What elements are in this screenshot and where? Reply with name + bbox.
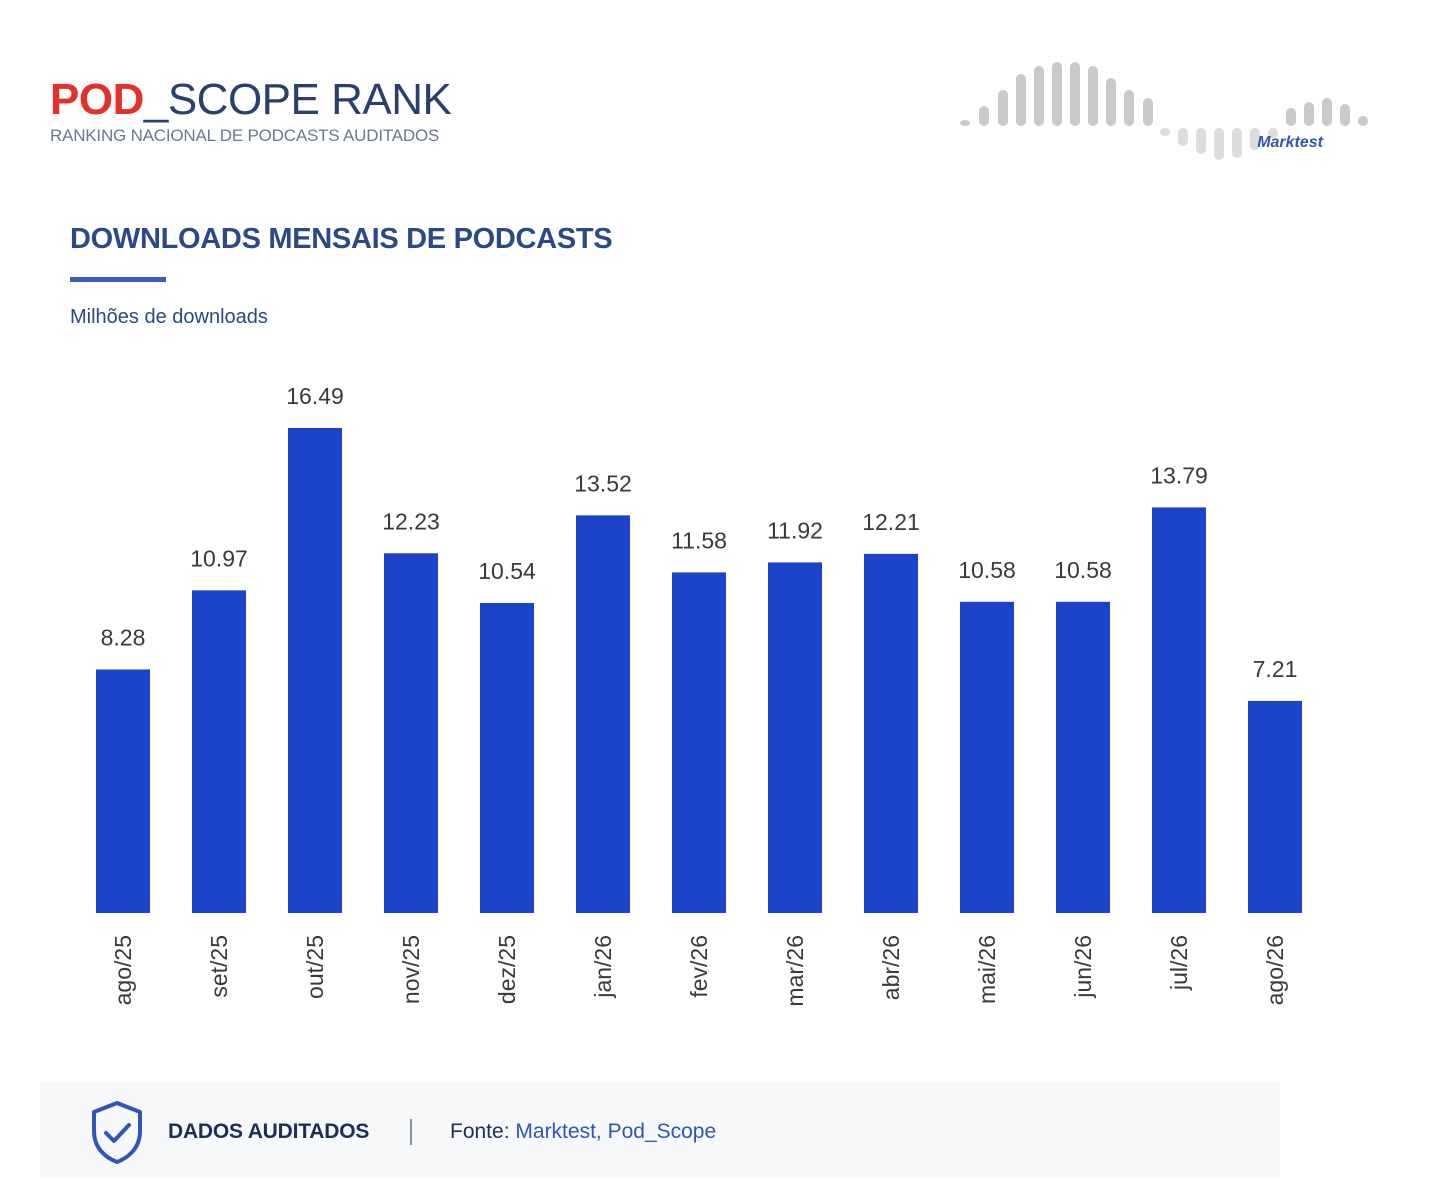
bar-mai/26 [960,601,1014,913]
x-tick-label: nov/25 [398,935,424,1004]
value-label: 10.58 [958,557,1016,583]
shield-check-icon [92,1101,142,1164]
value-label: 10.54 [478,558,536,584]
podscope-logo: POD_SCOPE RANK RANKING NACIONAL DE PODCA… [50,76,480,156]
chart-subtitle: Milhões de downloads [70,306,268,328]
x-tick-label: fev/26 [686,935,712,998]
x-tick-label: jul/26 [1166,935,1192,991]
bar-jan/26 [576,515,630,913]
x-tick-label: jan/26 [590,935,616,999]
bar-mar/26 [768,562,822,913]
value-label: 10.97 [190,545,248,571]
bar-jun/26 [1056,601,1110,913]
source-label: Fonte: [450,1120,510,1143]
value-label: 10.58 [1054,557,1112,583]
bar-set/25 [192,590,246,913]
logo-scope-text: _SCOPE RANK [143,75,452,124]
x-tick-label: abr/26 [878,935,904,1000]
marktest-logo: Marktest [955,56,1375,166]
x-tick-label: ago/25 [110,935,136,1005]
bar-abr/26 [864,553,918,913]
audited-data-label: DADOS AUDITADOS [168,1120,370,1143]
soundwave-icon [960,62,1368,160]
source-text: Fonte: Marktest, Pod_Scope [450,1120,716,1144]
bar-fev/26 [672,572,726,913]
x-tick-label: mai/26 [974,935,1000,1004]
value-label: 11.92 [767,517,823,543]
x-tick-label: jun/26 [1070,935,1096,999]
x-tick-label: out/25 [302,935,328,999]
marktest-label: Marktest [1257,134,1323,151]
logo-wordmark: POD_SCOPE RANK [50,75,452,124]
value-label: 13.52 [574,470,632,496]
source-value: Marktest, Pod_Scope [515,1120,717,1143]
logo-pod-text: POD [50,75,144,124]
value-label: 7.21 [1253,656,1298,682]
bar-ago/26 [1248,700,1302,913]
bar-nov/25 [384,553,438,913]
x-tick-label: dez/25 [494,935,520,1004]
value-label: 16.49 [286,383,344,409]
x-tick-label: set/25 [206,935,232,998]
footer-bar: DADOS AUDITADOS Fonte: Marktest, Pod_Sco… [40,1082,1280,1178]
footer-separator [410,1119,412,1145]
title-underline [70,277,166,282]
value-label: 11.58 [671,527,727,553]
value-label: 12.21 [862,509,920,535]
bar-dez/25 [480,603,534,913]
value-label: 8.28 [101,624,146,650]
chart-title: DOWNLOADS MENSAIS DE PODCASTS [70,223,613,255]
bar-out/25 [288,428,342,913]
logo-subtitle: RANKING NACIONAL DE PODCASTS AUDITADOS [50,126,440,145]
bar-chart: 8.28 ago/25 10.97 set/25 16.49 out/25 12.23 nov… [96,383,1302,1007]
bar-ago/25 [96,669,150,913]
value-label: 13.79 [1150,462,1208,488]
x-tick-label: mar/26 [782,935,808,1007]
value-label: 12.23 [382,508,440,534]
bar-jul/26 [1152,507,1206,913]
x-tick-label: ago/26 [1262,935,1288,1005]
